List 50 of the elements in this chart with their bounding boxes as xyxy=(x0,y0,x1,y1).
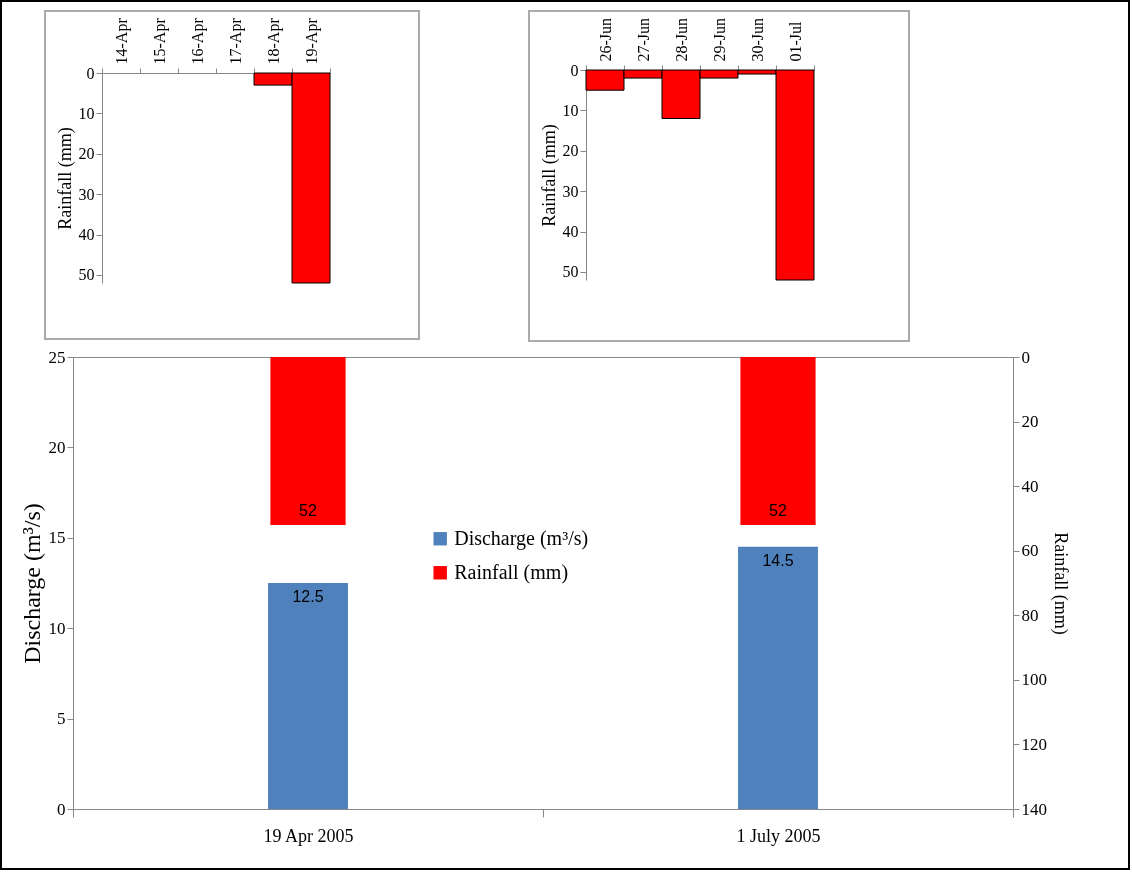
y-tick-label: 0 xyxy=(86,64,95,82)
x-tick-label: 15-Apr xyxy=(150,17,169,65)
y2-axis-title: Rainfall (mm) xyxy=(1050,532,1071,635)
y-axis-title: Discharge (m³/s) xyxy=(18,503,45,664)
x-tick-label: 30-Jun xyxy=(748,17,766,62)
x-tick-label: 17-Apr xyxy=(226,17,245,65)
y-tick-label: 5 xyxy=(57,709,66,729)
x-tick-label: 16-Apr xyxy=(188,17,207,65)
data-label: 14.5 xyxy=(762,551,794,569)
y-tick-label: 20 xyxy=(78,145,95,163)
data-label: 52 xyxy=(299,501,317,519)
legend-label: Discharge (m³/s) xyxy=(454,526,589,550)
x-tick-label: 01-Jul xyxy=(786,20,804,62)
y2-tick-label: 80 xyxy=(1021,605,1039,625)
y-tick-label: 0 xyxy=(570,61,579,79)
y2-tick-label: 20 xyxy=(1021,412,1039,432)
x-tick-label: 29-Jun xyxy=(710,17,728,62)
y2-tick-label: 60 xyxy=(1021,541,1039,561)
y-tick-label: 10 xyxy=(562,101,579,119)
x-tick-label: 19 Apr 2005 xyxy=(263,825,354,846)
y-tick-label: 20 xyxy=(562,142,579,160)
data-label: 12.5 xyxy=(292,588,324,605)
y-axis-title: Rainfall (mm) xyxy=(54,127,76,230)
y-tick-label: 0 xyxy=(57,799,66,819)
y-tick-label: 10 xyxy=(48,618,66,638)
y-tick-label: 40 xyxy=(562,223,579,241)
y-tick-label: 50 xyxy=(78,266,95,284)
y-tick-label: 10 xyxy=(78,104,95,122)
legend-label: Rainfall (mm) xyxy=(454,560,569,584)
x-tick-label: 26-Jun xyxy=(596,17,614,62)
y-tick-label: 15 xyxy=(48,528,66,548)
x-tick-label: 19-Apr xyxy=(302,17,321,65)
x-tick-label: 18-Apr xyxy=(264,17,283,65)
x-tick-label: 28-Jun xyxy=(672,17,690,62)
y-axis-title: Rainfall (mm) xyxy=(538,124,560,227)
y2-tick-label: 100 xyxy=(1021,670,1047,690)
y-tick-label: 20 xyxy=(48,437,66,457)
y-tick-label: 30 xyxy=(562,182,579,200)
y-tick-label: 50 xyxy=(562,263,579,281)
y-tick-label: 25 xyxy=(48,347,66,367)
data-label: 52 xyxy=(769,501,787,519)
x-tick-label: 1 July 2005 xyxy=(736,825,821,846)
y-tick-label: 40 xyxy=(78,226,95,244)
x-tick-label: 14-Apr xyxy=(112,17,131,65)
y2-tick-label: 0 xyxy=(1021,347,1030,367)
x-tick-label: 27-Jun xyxy=(634,17,652,62)
y2-tick-label: 140 xyxy=(1021,799,1047,819)
y-tick-label: 30 xyxy=(78,185,95,203)
y2-tick-label: 120 xyxy=(1021,734,1047,754)
y2-tick-label: 40 xyxy=(1021,476,1039,496)
